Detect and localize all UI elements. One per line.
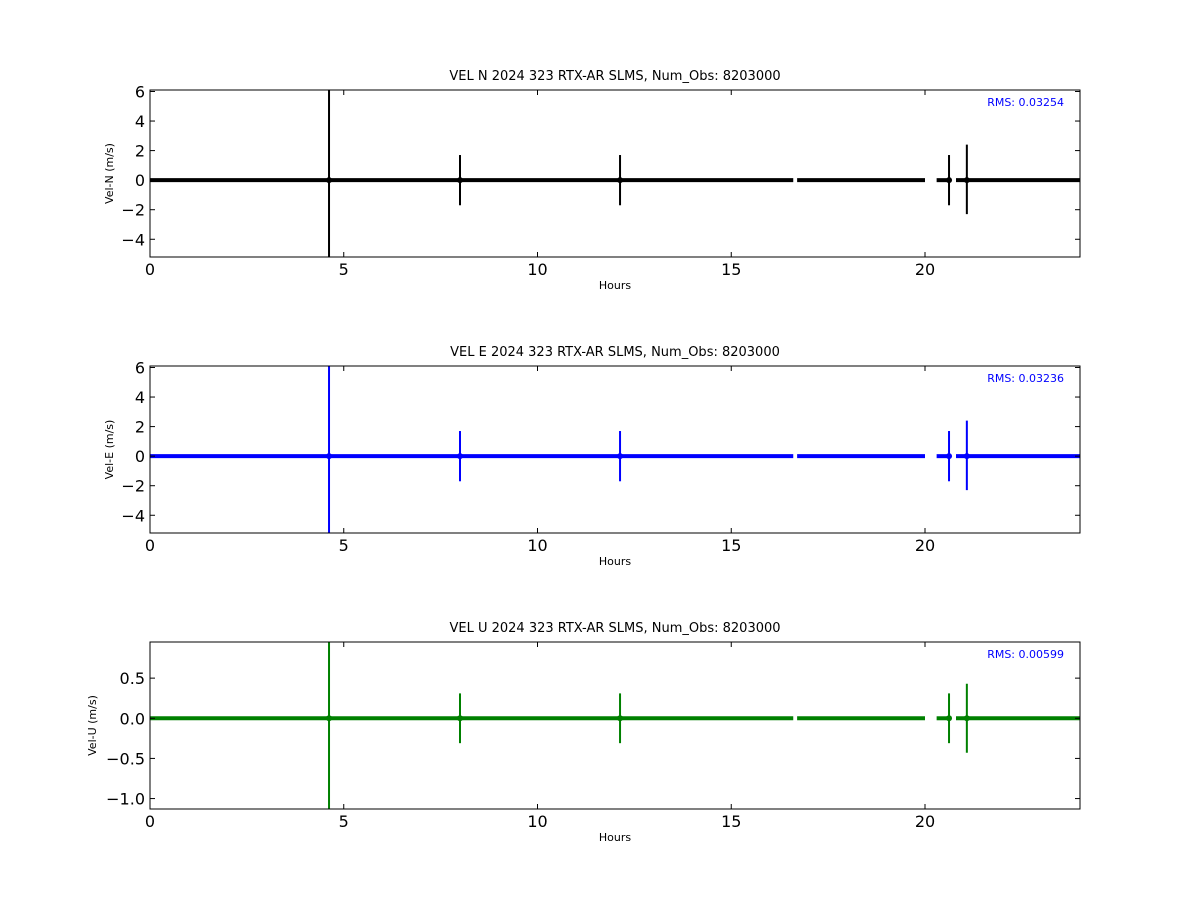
y-tick-label: −4 xyxy=(121,230,145,249)
data-point xyxy=(946,715,953,722)
y-tick-label: 2 xyxy=(135,418,145,437)
data-series xyxy=(150,90,1080,257)
x-axis-label: Hours xyxy=(599,279,631,292)
data-point xyxy=(617,177,624,184)
x-tick-label: 10 xyxy=(527,536,547,555)
x-tick-label: 10 xyxy=(527,812,547,831)
data-point xyxy=(457,453,463,460)
rms-annotation: RMS: 0.03254 xyxy=(987,96,1064,109)
y-axis-label: Vel-U (m/s) xyxy=(86,695,99,756)
y-tick-label: 6 xyxy=(135,82,145,101)
data-point xyxy=(946,453,953,460)
x-tick-label: 5 xyxy=(339,536,349,555)
data-point xyxy=(963,177,970,184)
data-series xyxy=(150,642,1080,809)
y-tick-label: 0 xyxy=(135,447,145,466)
data-series xyxy=(150,366,1080,533)
x-tick-label: 15 xyxy=(721,260,741,279)
x-axis-label: Hours xyxy=(599,831,631,844)
y-tick-label: 6 xyxy=(135,358,145,377)
rms-annotation: RMS: 0.03236 xyxy=(987,372,1064,385)
y-axis-label: Vel-N (m/s) xyxy=(103,143,116,204)
x-tick-label: 0 xyxy=(145,812,155,831)
x-tick-label: 0 xyxy=(145,260,155,279)
chart-title: VEL N 2024 323 RTX-AR SLMS, Num_Obs: 820… xyxy=(449,69,780,84)
x-axis-label: Hours xyxy=(599,555,631,568)
x-tick-label: 15 xyxy=(721,536,741,555)
plot-frame xyxy=(149,365,1081,534)
data-point xyxy=(326,715,333,722)
y-tick-label: −4 xyxy=(121,506,145,525)
y-axis-label: Vel-E (m/s) xyxy=(103,420,116,480)
chart-panel-1: VEL N 2024 323 RTX-AR SLMS, Num_Obs: 820… xyxy=(103,69,1081,292)
y-tick-label: −0.5 xyxy=(106,749,145,768)
y-tick-label: 0 xyxy=(135,171,145,190)
x-tick-label: 15 xyxy=(721,812,741,831)
x-tick-label: 5 xyxy=(339,812,349,831)
x-tick-label: 20 xyxy=(915,260,935,279)
y-tick-label: 4 xyxy=(135,112,145,131)
data-point xyxy=(617,453,624,460)
rms-annotation: RMS: 0.00599 xyxy=(987,648,1064,661)
y-tick-label: 4 xyxy=(135,388,145,407)
y-tick-label: −2 xyxy=(121,477,145,496)
data-point xyxy=(946,177,953,184)
data-point xyxy=(326,453,333,460)
data-point xyxy=(963,453,970,460)
data-point xyxy=(963,715,970,722)
y-tick-label: −1.0 xyxy=(106,790,145,809)
x-tick-label: 5 xyxy=(339,260,349,279)
chart-title: VEL U 2024 323 RTX-AR SLMS, Num_Obs: 820… xyxy=(449,621,780,636)
y-tick-label: 2 xyxy=(135,142,145,161)
data-point xyxy=(457,177,463,184)
y-tick-label: 0.0 xyxy=(120,709,145,728)
chart-panel-2: VEL E 2024 323 RTX-AR SLMS, Num_Obs: 820… xyxy=(103,345,1081,568)
x-tick-label: 10 xyxy=(527,260,547,279)
data-point xyxy=(457,715,463,722)
y-tick-label: 0.5 xyxy=(120,669,145,688)
chart-title: VEL E 2024 323 RTX-AR SLMS, Num_Obs: 820… xyxy=(450,345,780,360)
plot-frame xyxy=(149,641,1081,810)
chart-panel-3: VEL U 2024 323 RTX-AR SLMS, Num_Obs: 820… xyxy=(86,621,1081,844)
data-point xyxy=(326,177,333,184)
x-tick-label: 0 xyxy=(145,536,155,555)
x-tick-label: 20 xyxy=(915,536,935,555)
plot-frame xyxy=(149,89,1081,258)
data-point xyxy=(617,715,624,722)
x-tick-label: 20 xyxy=(915,812,935,831)
y-tick-label: −2 xyxy=(121,201,145,220)
